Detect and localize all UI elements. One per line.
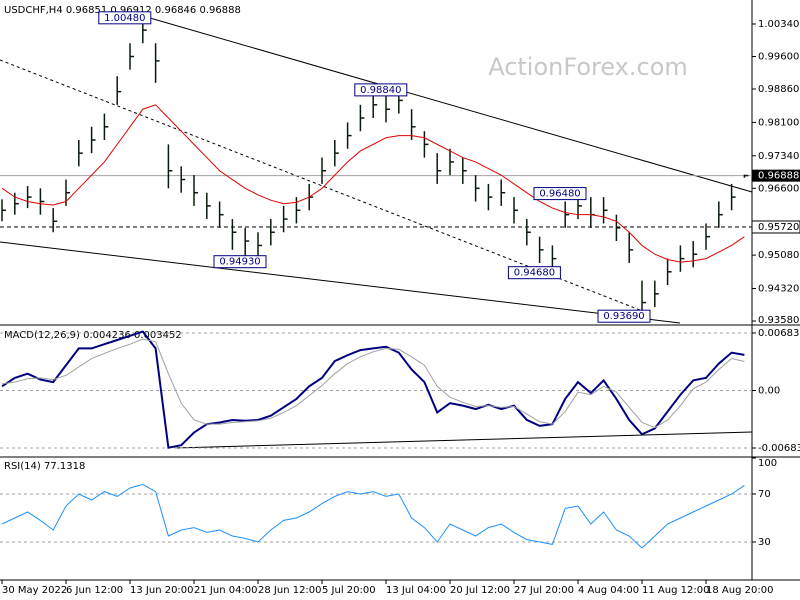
price-tag-label: 0.96888: [758, 171, 799, 182]
y-tick-label: 0.006832: [758, 328, 800, 339]
x-tick-label: 13 Jul 04:00: [386, 585, 446, 596]
level-tag: [751, 220, 800, 234]
annotation-label: 1.00480: [104, 13, 145, 24]
y-tick-label: 0.98860: [758, 84, 799, 95]
y-tick-label: 0.93580: [758, 315, 799, 326]
moving-average: [1, 104, 745, 263]
indicator-line: [1, 338, 745, 429]
annotation-box: [507, 266, 561, 280]
x-tick-label: 5 Jul 20:00: [322, 585, 376, 596]
y-tick-label: -0.00683: [758, 443, 800, 454]
x-tick-label: 18 Aug 20:00: [706, 585, 773, 596]
trend-line: [149, 17, 753, 193]
x-tick-label: 21 Jun 04:00: [194, 585, 258, 596]
x-tick-label: 30 May 2022: [2, 585, 67, 596]
trend-line: [174, 431, 753, 449]
indicator-line: [1, 483, 745, 549]
y-tick-label: 0.96600: [758, 183, 799, 194]
x-tick-label: 13 Jun 20:00: [130, 585, 194, 596]
indicator-title: RSI(14) 77.1318: [4, 461, 85, 472]
x-tick-label: 20 Jul 12:00: [450, 585, 510, 596]
y-tick-label: 0.95080: [758, 250, 799, 261]
annotation-label: 0.98840: [360, 85, 401, 96]
x-tick-label: 28 Jun 12:00: [258, 585, 322, 596]
y-tick-label: 1.00340: [758, 19, 799, 30]
y-tick-label: 70: [758, 489, 771, 500]
panel-frames: [0, 0, 800, 581]
level-tag-label: 0.95720: [758, 222, 799, 233]
y-tick-label: 0.98100: [758, 117, 799, 128]
indicator-line: [1, 330, 745, 449]
annotation-box: [213, 255, 267, 269]
y-tick-label: 30: [758, 537, 771, 548]
x-tick-label: 27 Jul 20:00: [514, 585, 574, 596]
y-tick-label: 0.99600: [758, 51, 799, 62]
x-tick-label: 4 Aug 04:00: [578, 585, 639, 596]
y-tick-label: 100: [758, 458, 777, 469]
annotation-label: 0.94680: [514, 268, 555, 279]
annotation-label: 0.93690: [603, 311, 644, 322]
x-tick-label: 11 Aug 12:00: [642, 585, 709, 596]
indicator-title: MACD(12,26,9) 0.004236 0.003452: [4, 330, 182, 341]
y-tick-label: 0.00: [758, 386, 780, 397]
annotation-box: [533, 187, 587, 201]
y-tick-label: 0.97340: [758, 151, 799, 162]
annotation-box: [98, 11, 152, 25]
price-tag: [752, 169, 800, 182]
chart-title: USDCHF,H4 0.96851 0.96912 0.96846 0.9688…: [4, 5, 241, 16]
annotation-label: 0.96480: [539, 189, 580, 200]
y-tick-label: 0.94320: [758, 284, 799, 295]
annotation-label: 0.94930: [219, 257, 260, 268]
annotation-box: [354, 83, 408, 97]
x-tick-label: 6 Jun 12:00: [66, 585, 123, 596]
trend-line: [0, 241, 681, 324]
watermark: ActionForex.com: [488, 53, 688, 81]
annotation-box: [597, 309, 651, 323]
